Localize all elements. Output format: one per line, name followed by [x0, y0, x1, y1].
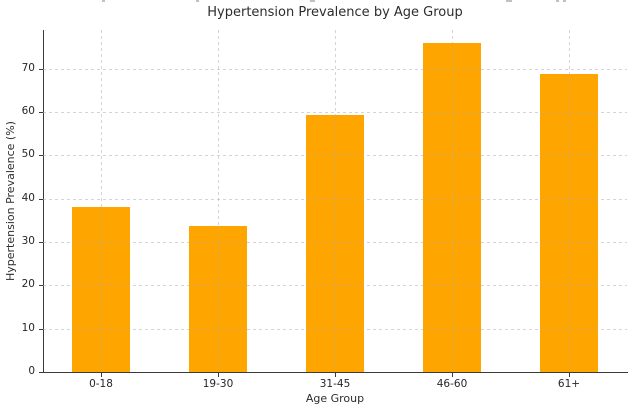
- bar: [422, 43, 481, 372]
- x-tick-mark: [218, 373, 219, 377]
- x-gridline: [101, 30, 102, 372]
- y-tick-label: 20: [21, 278, 35, 290]
- y-tick-mark: [39, 329, 43, 330]
- cropped-text-artifact: [556, 0, 559, 2]
- cropped-text-artifact: [506, 0, 512, 2]
- y-tick-mark: [39, 372, 43, 373]
- y-tick-mark: [39, 112, 43, 113]
- x-gridline: [452, 30, 453, 372]
- x-tick-label: 0-18: [89, 378, 113, 390]
- y-tick-label: 60: [21, 105, 35, 117]
- y-tick-label: 40: [21, 192, 35, 204]
- y-tick-label: 70: [21, 62, 35, 74]
- x-tick-label: 31-45: [319, 378, 351, 390]
- y-tick-label: 30: [21, 235, 35, 247]
- y-tick-mark: [39, 285, 43, 286]
- y-tick-mark: [39, 155, 43, 156]
- x-tick-label: 19-30: [202, 378, 234, 390]
- plot-area: [43, 30, 628, 373]
- x-gridline: [569, 30, 570, 372]
- cropped-text-artifact: [196, 0, 199, 2]
- x-tick-mark: [335, 373, 336, 377]
- y-tick-mark: [39, 242, 43, 243]
- chart-title: Hypertension Prevalence by Age Group: [207, 5, 463, 20]
- x-tick-label: 46-60: [436, 378, 468, 390]
- y-tick-label: 10: [21, 322, 35, 334]
- y-tick-mark: [39, 199, 43, 200]
- y-tick-label: 50: [21, 148, 35, 160]
- bar: [539, 73, 598, 372]
- y-tick-label: 0: [28, 365, 35, 377]
- x-gridline: [218, 30, 219, 372]
- x-tick-mark: [452, 373, 453, 377]
- cropped-text-artifact: [102, 0, 105, 2]
- x-tick-label: 61+: [557, 378, 581, 390]
- cropped-text-artifact: [310, 0, 315, 2]
- y-tick-mark: [39, 69, 43, 70]
- x-gridline: [335, 30, 336, 372]
- x-tick-mark: [101, 373, 102, 377]
- x-axis-label: Age Group: [305, 392, 365, 405]
- x-tick-mark: [569, 373, 570, 377]
- cropped-text-artifact: [563, 0, 566, 2]
